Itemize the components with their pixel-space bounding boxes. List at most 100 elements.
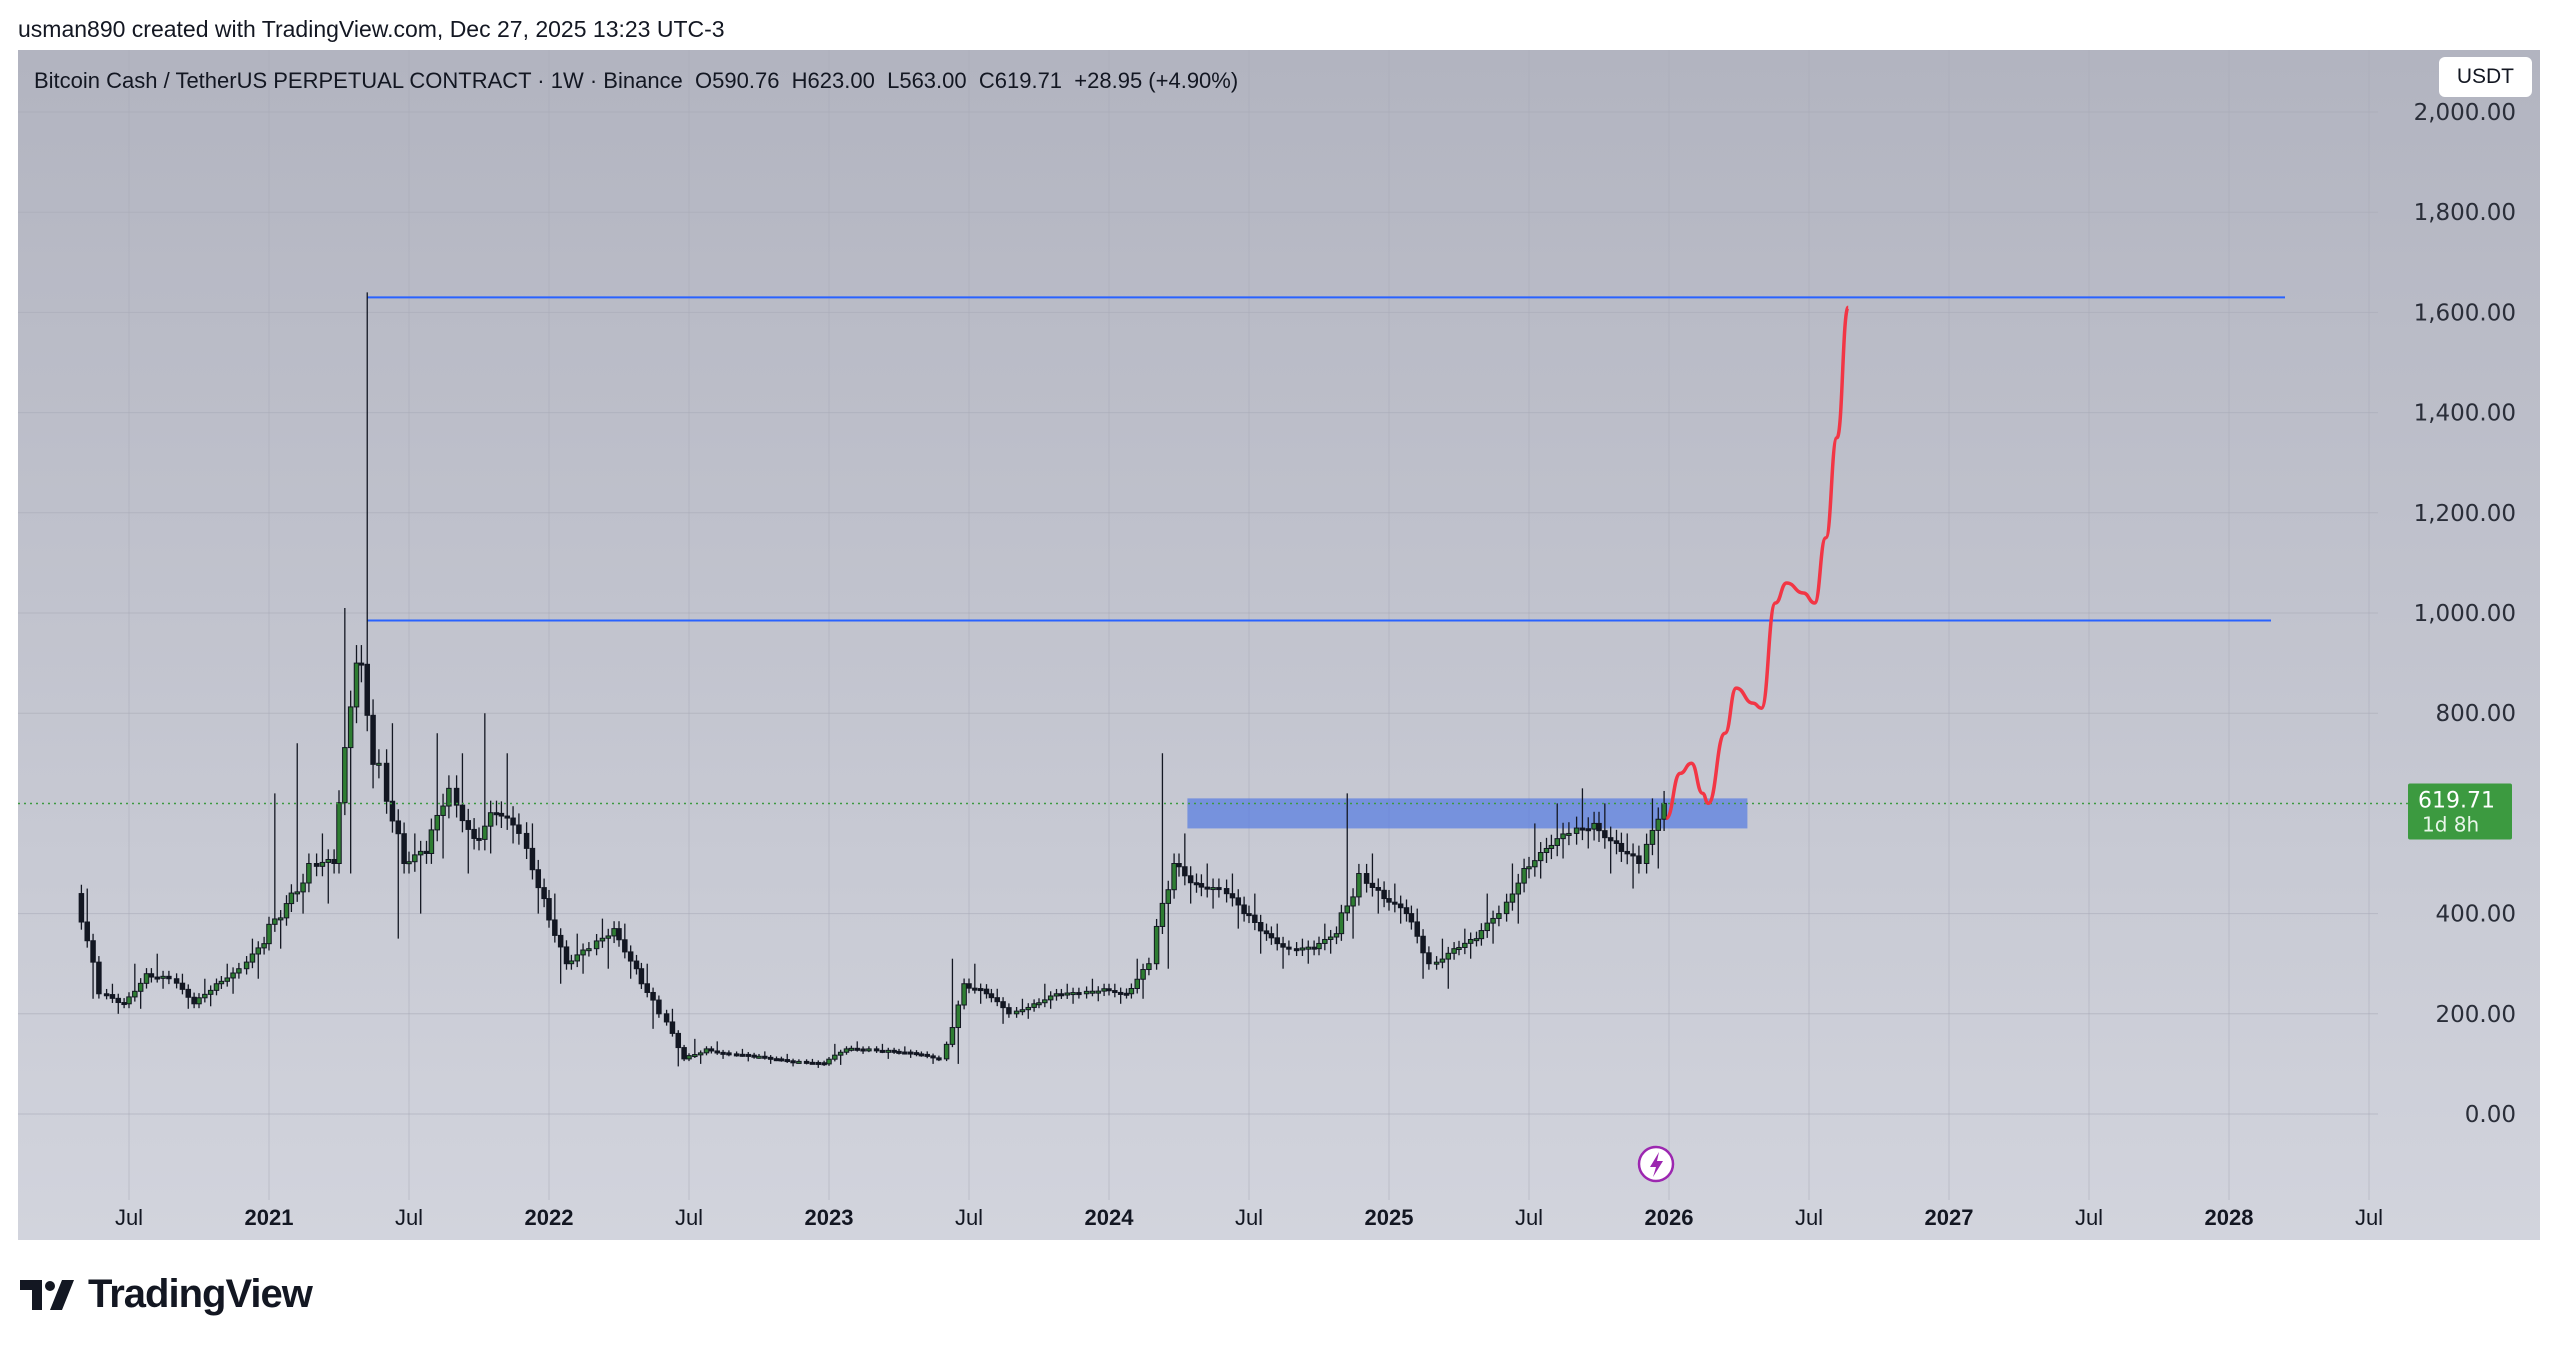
- candle-body: [803, 1060, 810, 1064]
- price-tick-label: 1,200.00: [2414, 501, 2516, 527]
- candle-body: [1311, 946, 1317, 950]
- candle-body: [1344, 905, 1350, 914]
- candle-body: [1521, 868, 1527, 884]
- candle-body: [1414, 921, 1420, 937]
- candle-body: [272, 918, 278, 925]
- candle-body: [1070, 992, 1076, 996]
- candle-body: [644, 983, 650, 993]
- candle-body: [832, 1054, 838, 1060]
- candle-body: [1268, 933, 1275, 939]
- candle-body: [1235, 897, 1242, 906]
- candle-body: [1655, 818, 1662, 831]
- candle-body: [1484, 922, 1490, 932]
- candle-body: [1532, 860, 1538, 868]
- candle-body: [1426, 952, 1432, 965]
- candle-body: [126, 996, 132, 1005]
- candle-body: [535, 869, 542, 889]
- candle-body: [1165, 889, 1172, 904]
- candle-body: [837, 1051, 844, 1056]
- candle-body: [907, 1051, 914, 1055]
- candle-body: [446, 787, 452, 807]
- candle-body: [1064, 992, 1070, 996]
- candle-body: [465, 820, 472, 830]
- candle-body: [873, 1048, 880, 1052]
- candle-body: [599, 937, 606, 942]
- candle-body: [331, 858, 337, 864]
- chart-pane[interactable]: 0.00 200.00 400.00 800.00 1,000.00 1,200.00 1,…: [18, 50, 2540, 1240]
- candle-body: [266, 923, 272, 945]
- candle-body: [546, 898, 552, 921]
- candle-body: [1333, 933, 1340, 938]
- lightning-event-icon: [1637, 1145, 1675, 1183]
- candle-body: [1451, 948, 1457, 954]
- candle-body: [1000, 1001, 1006, 1009]
- candle-body: [132, 990, 138, 998]
- candle-body: [1274, 937, 1280, 945]
- candle-body: [1509, 893, 1516, 903]
- candle-body: [1140, 969, 1146, 980]
- candle-body: [879, 1049, 886, 1053]
- candle-body: [563, 946, 570, 965]
- candle-body: [1204, 886, 1210, 890]
- candle-body: [697, 1052, 704, 1056]
- candle-body: [395, 820, 402, 835]
- time-tick-label: Jul: [2355, 1205, 2383, 1230]
- candle-body: [243, 961, 250, 970]
- candle-body: [440, 805, 446, 816]
- time-tick-label: 2026: [1645, 1205, 1694, 1230]
- candle-body: [966, 983, 972, 989]
- time-tick-label: 2021: [245, 1205, 294, 1230]
- candle-body: [300, 882, 306, 893]
- candle-body: [1229, 893, 1236, 899]
- price-tick-label: 1,600.00: [2414, 300, 2516, 326]
- price-tick-label: 1,000.00: [2414, 601, 2516, 627]
- candle-body: [1036, 1002, 1042, 1006]
- candle-body: [739, 1053, 746, 1057]
- candle-body: [686, 1055, 692, 1060]
- candle-body: [1618, 842, 1625, 852]
- candle-body: [1643, 843, 1650, 865]
- candle-body: [1369, 882, 1376, 889]
- time-tick-label: Jul: [675, 1205, 703, 1230]
- candle-body: [762, 1055, 768, 1059]
- candle-body: [1025, 1006, 1032, 1011]
- candle-body: [412, 854, 418, 863]
- time-tick-label: 2024: [1085, 1205, 1135, 1230]
- candle-body: [353, 662, 360, 708]
- candle-body: [1548, 844, 1555, 849]
- candle-body: [1591, 822, 1597, 830]
- candle-body: [1058, 993, 1065, 997]
- candle-body: [529, 847, 536, 871]
- time-tick-label: Jul: [1795, 1205, 1823, 1230]
- candle-body: [207, 989, 214, 995]
- candle-body: [1117, 991, 1124, 995]
- candle-body: [714, 1050, 720, 1054]
- candle-body: [773, 1058, 780, 1062]
- candle-body: [949, 1027, 956, 1045]
- candle-body: [1408, 913, 1415, 923]
- candle-body: [1467, 938, 1474, 944]
- candle-body: [1153, 925, 1160, 965]
- candle-body: [1171, 863, 1177, 891]
- candle-body: [1257, 922, 1264, 932]
- symbol-name: Bitcoin Cash / TetherUS PERPETUAL CONTRA…: [34, 68, 683, 93]
- candle-body: [1386, 898, 1392, 903]
- chart-canvas[interactable]: 0.00 200.00 400.00 800.00 1,000.00 1,200.00 1,…: [18, 50, 2540, 1240]
- candle-body: [1241, 904, 1247, 915]
- candle-body: [1013, 1010, 1020, 1015]
- candle-body: [1397, 903, 1404, 909]
- candle-body: [1602, 830, 1608, 839]
- currency-button[interactable]: USDT: [2438, 57, 2532, 97]
- time-tick-label: Jul: [1515, 1205, 1543, 1230]
- price-tick-label: 1,400.00: [2414, 401, 2516, 427]
- tradingview-logo[interactable]: TradingView: [20, 1272, 313, 1317]
- candle-body: [796, 1060, 802, 1064]
- candle-body: [109, 994, 116, 999]
- candle-body: [401, 833, 407, 865]
- candle-body: [358, 662, 365, 666]
- candle-body: [1585, 828, 1592, 832]
- logo-text: TradingView: [88, 1272, 313, 1316]
- lightning-glyph: [1650, 1152, 1663, 1177]
- candle-body: [1478, 930, 1485, 940]
- candle-body: [1543, 847, 1550, 854]
